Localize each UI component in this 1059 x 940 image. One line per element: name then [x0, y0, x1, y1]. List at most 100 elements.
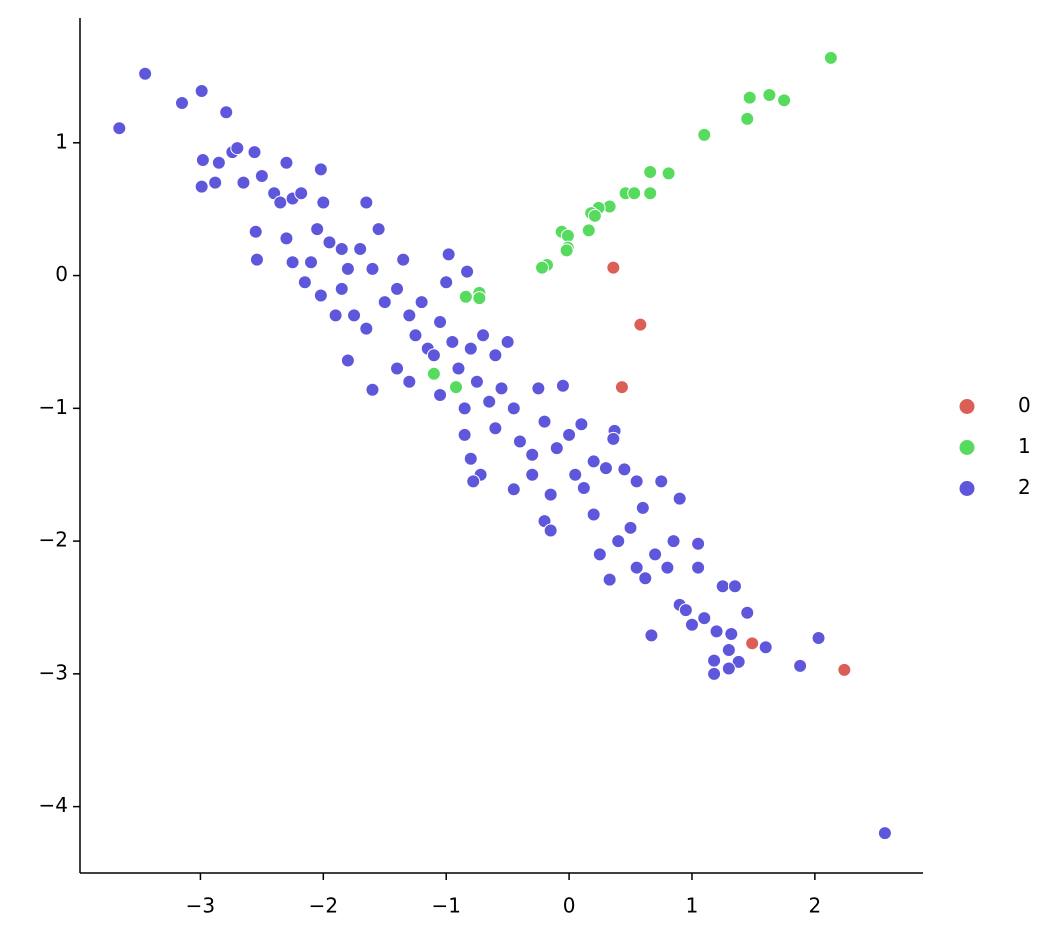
- point: [194, 179, 209, 194]
- point: [617, 462, 632, 477]
- point: [606, 260, 621, 275]
- point: [254, 168, 269, 183]
- y-tick-label: −2: [39, 528, 68, 552]
- point: [426, 348, 441, 363]
- x-tick-label: 1: [686, 894, 699, 918]
- y-tick-label: 1: [55, 129, 68, 153]
- point: [322, 235, 337, 250]
- point: [500, 334, 515, 349]
- point: [396, 252, 411, 267]
- point: [611, 534, 626, 549]
- point: [441, 247, 456, 262]
- legend-label: 0: [1018, 393, 1031, 417]
- point: [247, 145, 262, 160]
- point: [777, 93, 792, 108]
- point: [211, 155, 226, 170]
- point: [463, 341, 478, 356]
- point: [638, 571, 653, 586]
- point: [208, 175, 223, 190]
- point: [457, 427, 472, 442]
- point: [697, 611, 712, 626]
- point: [316, 195, 331, 210]
- point: [709, 624, 724, 639]
- point: [606, 431, 621, 446]
- y-tick-label: −4: [39, 793, 68, 817]
- point: [476, 328, 491, 343]
- point: [643, 165, 658, 180]
- point: [414, 295, 429, 310]
- point: [402, 308, 417, 323]
- point: [439, 275, 454, 290]
- point: [457, 401, 472, 416]
- point: [279, 155, 294, 170]
- point: [359, 195, 374, 210]
- point: [310, 222, 325, 237]
- point: [721, 661, 736, 676]
- x-tick-label: 0: [563, 894, 576, 918]
- point: [644, 628, 659, 643]
- point: [691, 560, 706, 575]
- point: [466, 474, 481, 489]
- point: [230, 141, 245, 156]
- x-tick-label: −2: [309, 894, 338, 918]
- x-tick-label: 2: [808, 894, 821, 918]
- point: [740, 111, 755, 126]
- point: [535, 260, 550, 275]
- point: [365, 261, 380, 276]
- point: [377, 295, 392, 310]
- point: [297, 275, 312, 290]
- point: [371, 222, 386, 237]
- point: [731, 654, 746, 669]
- point: [328, 308, 343, 323]
- point: [745, 636, 760, 651]
- point: [727, 579, 742, 594]
- legend-marker: [958, 480, 976, 497]
- point: [353, 242, 368, 257]
- point: [629, 560, 644, 575]
- point: [581, 223, 596, 238]
- point: [742, 90, 757, 105]
- point: [568, 467, 583, 482]
- point: [334, 281, 349, 296]
- point: [592, 547, 607, 562]
- point: [724, 627, 739, 642]
- point: [602, 572, 617, 587]
- point: [543, 523, 558, 538]
- point: [627, 186, 642, 201]
- point: [574, 417, 589, 432]
- point: [390, 361, 405, 376]
- point: [408, 328, 423, 343]
- point: [304, 255, 319, 270]
- legend-label: 2: [1018, 475, 1031, 499]
- point: [643, 186, 658, 201]
- point: [433, 315, 448, 330]
- point: [313, 288, 328, 303]
- point: [614, 380, 629, 395]
- point: [623, 520, 638, 535]
- y-tick-label: −1: [39, 395, 68, 419]
- point: [531, 381, 546, 396]
- point: [715, 579, 730, 594]
- point: [334, 242, 349, 257]
- point: [285, 255, 300, 270]
- point: [460, 264, 475, 279]
- point: [469, 374, 484, 389]
- point: [635, 500, 650, 515]
- y-tick-label: 0: [55, 262, 68, 286]
- point: [560, 228, 575, 243]
- point: [697, 127, 712, 142]
- legend-marker: [958, 398, 976, 415]
- point: [112, 121, 127, 136]
- point: [684, 617, 699, 632]
- point: [543, 487, 558, 502]
- point: [451, 361, 466, 376]
- point: [472, 291, 487, 306]
- point: [313, 162, 328, 177]
- point: [236, 175, 251, 190]
- point: [586, 454, 601, 469]
- point: [248, 224, 263, 239]
- point: [661, 166, 676, 181]
- point: [598, 461, 613, 476]
- point: [488, 421, 503, 436]
